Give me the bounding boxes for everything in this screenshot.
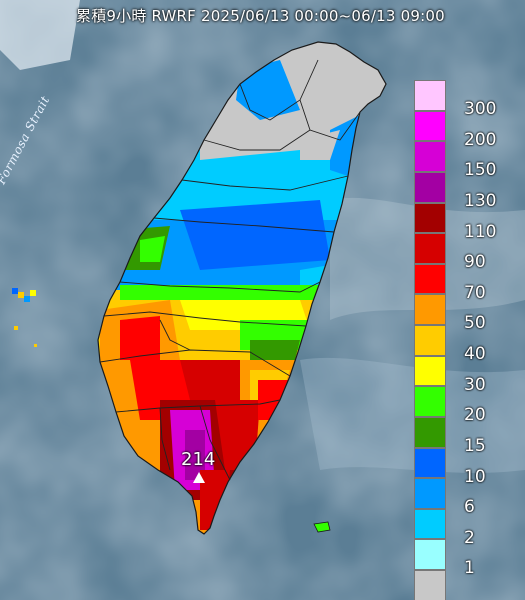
legend-item: 110 bbox=[414, 202, 520, 242]
legend-swatch bbox=[414, 141, 446, 172]
legend-label: 1 bbox=[464, 558, 475, 579]
legend-label: 40 bbox=[464, 344, 486, 364]
legend-swatch bbox=[414, 570, 446, 600]
penghu-islands bbox=[12, 288, 37, 347]
legend-item: 20 bbox=[414, 386, 520, 425]
legend-item: 2 bbox=[414, 508, 520, 548]
peak-marker-icon bbox=[193, 472, 205, 483]
legend-swatch bbox=[414, 233, 446, 264]
legend-label: 50 bbox=[464, 313, 486, 334]
legend-item: 150 bbox=[414, 141, 520, 180]
legend-label: 2 bbox=[464, 527, 475, 548]
legend-item: 300 bbox=[414, 80, 520, 119]
legend-swatch bbox=[414, 80, 446, 111]
legend-label: 30 bbox=[464, 374, 486, 395]
legend-label: 110 bbox=[464, 221, 497, 242]
county-boundaries bbox=[99, 59, 361, 481]
legend-swatch bbox=[414, 263, 446, 295]
legend-swatch bbox=[414, 508, 446, 540]
legend-swatch bbox=[414, 447, 446, 479]
legend-swatch bbox=[414, 325, 446, 356]
legend-label: 70 bbox=[464, 282, 486, 303]
cloud-band bbox=[0, 0, 80, 70]
legend-label: 20 bbox=[464, 405, 486, 426]
legend-swatch bbox=[414, 539, 446, 570]
legend-item: 15 bbox=[414, 416, 520, 456]
legend-item: 30 bbox=[414, 355, 520, 395]
legend-item: 10 bbox=[414, 447, 520, 487]
legend-label: 300 bbox=[464, 99, 497, 119]
legend-swatch bbox=[414, 478, 446, 509]
legend-label: 150 bbox=[464, 160, 497, 181]
legend-swatch bbox=[414, 416, 446, 448]
legend-swatch bbox=[414, 171, 446, 203]
map-title: 累積9小時 RWRF 2025/06/13 00:00~06/13 09:00 bbox=[76, 7, 445, 25]
legend-item: 90 bbox=[414, 233, 520, 272]
peak-value-label: 214 bbox=[181, 449, 216, 470]
legend-item: 70 bbox=[414, 263, 520, 303]
green-island bbox=[313, 521, 331, 533]
legend-label: 200 bbox=[464, 129, 497, 150]
legend-label: 6 bbox=[464, 497, 475, 518]
legend-swatch bbox=[414, 355, 446, 387]
legend-label: 10 bbox=[464, 466, 486, 487]
legend-swatch bbox=[414, 386, 446, 417]
legend-item: 50 bbox=[414, 294, 520, 333]
legend-swatch bbox=[414, 110, 446, 142]
legend-label: 90 bbox=[464, 252, 486, 273]
legend-label: 15 bbox=[464, 435, 486, 456]
legend-swatch bbox=[414, 202, 446, 234]
rainfall-legend: 300 200 150 130 110 90 70 50 40 30 20 15… bbox=[414, 80, 520, 600]
legend-label: 130 bbox=[464, 190, 497, 211]
legend-swatch bbox=[414, 294, 446, 325]
legend-item: 6 bbox=[414, 478, 520, 517]
legend-item: 130 bbox=[414, 171, 520, 211]
cloud-band bbox=[300, 357, 525, 473]
legend-item: 1 bbox=[414, 539, 520, 578]
legend-item: 200 bbox=[414, 110, 520, 150]
legend-item bbox=[414, 570, 520, 600]
legend-item: 40 bbox=[414, 325, 520, 364]
